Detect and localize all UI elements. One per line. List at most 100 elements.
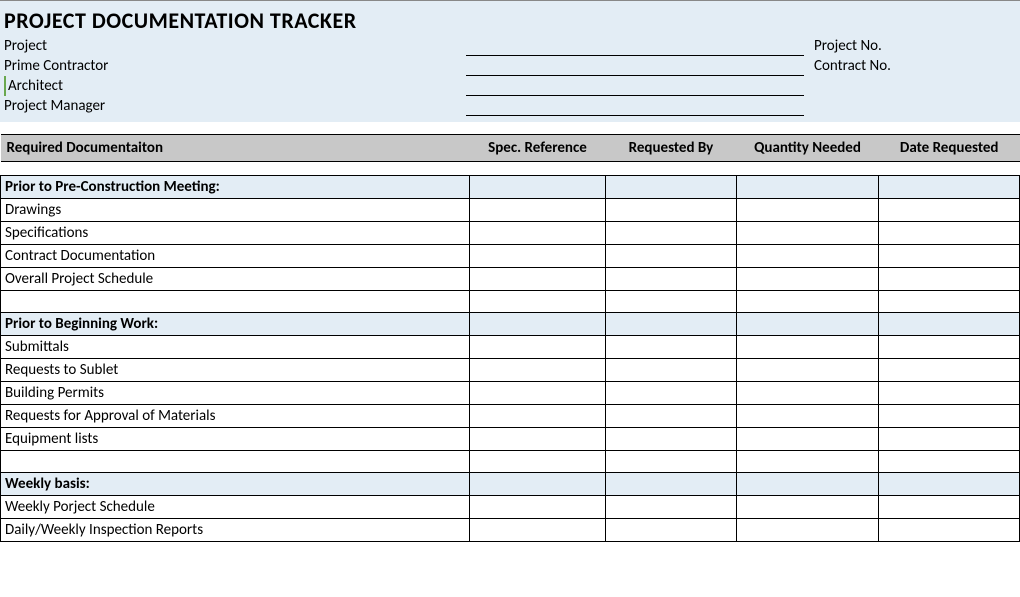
section-heading-cell: Prior to Beginning Work:	[1, 313, 470, 336]
blank-cell	[606, 291, 736, 313]
table-row: Daily/Weekly Inspection Reports	[1, 519, 1020, 542]
spacer	[0, 122, 1020, 134]
data-cell[interactable]	[736, 405, 879, 428]
doc-name-cell: Drawings	[1, 199, 470, 222]
field-label-contract-no: Contract No.	[814, 56, 994, 76]
doc-name-cell: Overall Project Schedule	[1, 268, 470, 291]
data-cell[interactable]	[606, 496, 736, 519]
doc-name-cell: Submittals	[1, 336, 470, 359]
section-heading-cell: Prior to Pre-Construction Meeting:	[1, 176, 470, 199]
section-empty-cell	[606, 313, 736, 336]
section-empty-cell	[879, 176, 1020, 199]
data-cell[interactable]	[879, 428, 1020, 451]
data-cell[interactable]	[736, 496, 879, 519]
data-cell[interactable]	[469, 428, 606, 451]
data-cell[interactable]	[606, 382, 736, 405]
data-cell[interactable]	[879, 245, 1020, 268]
data-cell[interactable]	[606, 405, 736, 428]
doc-name-cell: Weekly Porject Schedule	[1, 496, 470, 519]
section-heading-cell: Weekly basis:	[1, 473, 470, 496]
blank-cell	[879, 291, 1020, 313]
doc-name-cell: Equipment lists	[1, 428, 470, 451]
data-cell[interactable]	[736, 359, 879, 382]
field-label-project-no: Project No.	[814, 36, 994, 56]
col-header: Requested By	[606, 135, 736, 162]
blank-cell	[1, 451, 470, 473]
data-cell[interactable]	[469, 359, 606, 382]
data-cell[interactable]	[879, 519, 1020, 542]
blank-cell	[469, 291, 606, 313]
section-empty-cell	[469, 473, 606, 496]
data-cell[interactable]	[879, 382, 1020, 405]
col-header: Spec. Reference	[469, 135, 606, 162]
doc-name-cell: Daily/Weekly Inspection Reports	[1, 519, 470, 542]
blank-row	[1, 291, 1020, 313]
section-empty-cell	[879, 313, 1020, 336]
section-empty-cell	[736, 313, 879, 336]
data-cell[interactable]	[606, 519, 736, 542]
data-cell[interactable]	[736, 199, 879, 222]
table-row: Requests for Approval of Materials	[1, 405, 1020, 428]
section-empty-cell	[606, 473, 736, 496]
page-title: PROJECT DOCUMENTATION TRACKER	[4, 7, 1016, 34]
field-input-line[interactable]	[466, 36, 804, 56]
data-cell[interactable]	[606, 245, 736, 268]
doc-table: Required Documentaiton Spec. Reference R…	[0, 134, 1020, 542]
field-label-prime-contractor: Prime Contractor	[4, 56, 464, 76]
data-cell[interactable]	[736, 222, 879, 245]
data-cell[interactable]	[606, 222, 736, 245]
data-cell[interactable]	[736, 428, 879, 451]
data-cell[interactable]	[879, 405, 1020, 428]
data-cell[interactable]	[469, 496, 606, 519]
header-block: PROJECT DOCUMENTATION TRACKER Project Pr…	[0, 0, 1020, 122]
col-header: Required Documentaiton	[1, 135, 470, 162]
data-cell[interactable]	[736, 336, 879, 359]
field-label-architect: Architect	[4, 76, 464, 96]
data-cell[interactable]	[606, 268, 736, 291]
section-heading-row: Prior to Pre-Construction Meeting:	[1, 176, 1020, 199]
data-cell[interactable]	[469, 519, 606, 542]
data-cell[interactable]	[606, 199, 736, 222]
data-cell[interactable]	[469, 245, 606, 268]
table-row: Contract Documentation	[1, 245, 1020, 268]
field-label-project-manager: Project Manager	[4, 96, 464, 116]
data-cell[interactable]	[736, 268, 879, 291]
data-cell[interactable]	[469, 199, 606, 222]
data-cell[interactable]	[736, 519, 879, 542]
data-cell[interactable]	[879, 268, 1020, 291]
data-cell[interactable]	[879, 199, 1020, 222]
table-row: Equipment lists	[1, 428, 1020, 451]
data-cell[interactable]	[606, 336, 736, 359]
table-row: Overall Project Schedule	[1, 268, 1020, 291]
table-row: Submittals	[1, 336, 1020, 359]
section-empty-cell	[736, 473, 879, 496]
data-cell[interactable]	[469, 268, 606, 291]
data-cell[interactable]	[469, 382, 606, 405]
field-input-line[interactable]	[466, 76, 804, 96]
data-cell[interactable]	[879, 359, 1020, 382]
data-cell[interactable]	[606, 428, 736, 451]
table-row: Specifications	[1, 222, 1020, 245]
data-cell[interactable]	[606, 359, 736, 382]
data-cell[interactable]	[469, 222, 606, 245]
data-cell[interactable]	[879, 222, 1020, 245]
header-fields: Project Prime Contractor Architect Proje…	[4, 36, 1016, 116]
field-label-project: Project	[4, 36, 464, 56]
doc-name-cell: Requests to Sublet	[1, 359, 470, 382]
data-cell[interactable]	[469, 405, 606, 428]
col-header: Quantity Needed	[736, 135, 879, 162]
blank-cell	[736, 451, 879, 473]
data-cell[interactable]	[736, 382, 879, 405]
section-empty-cell	[606, 176, 736, 199]
doc-name-cell: Specifications	[1, 222, 470, 245]
section-empty-cell	[736, 176, 879, 199]
field-input-line[interactable]	[466, 56, 804, 76]
section-empty-cell	[469, 176, 606, 199]
data-cell[interactable]	[736, 245, 879, 268]
data-cell[interactable]	[469, 336, 606, 359]
field-input-line[interactable]	[466, 96, 804, 116]
section-heading-row: Prior to Beginning Work:	[1, 313, 1020, 336]
doc-name-cell: Building Permits	[1, 382, 470, 405]
data-cell[interactable]	[879, 336, 1020, 359]
data-cell[interactable]	[879, 496, 1020, 519]
